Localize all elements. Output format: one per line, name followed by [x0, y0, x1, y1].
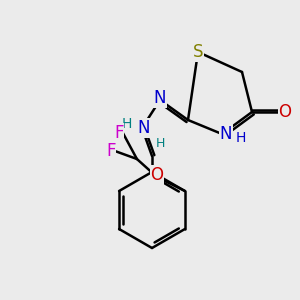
Text: S: S	[193, 43, 203, 61]
Text: H: H	[156, 137, 165, 150]
Text: H: H	[236, 131, 246, 145]
Text: F: F	[114, 124, 124, 142]
Text: O: O	[278, 103, 292, 121]
Text: N: N	[138, 119, 150, 137]
Text: F: F	[106, 142, 116, 160]
Text: H: H	[122, 117, 132, 131]
Text: N: N	[220, 125, 232, 143]
Text: N: N	[154, 89, 166, 107]
Text: O: O	[150, 166, 164, 184]
